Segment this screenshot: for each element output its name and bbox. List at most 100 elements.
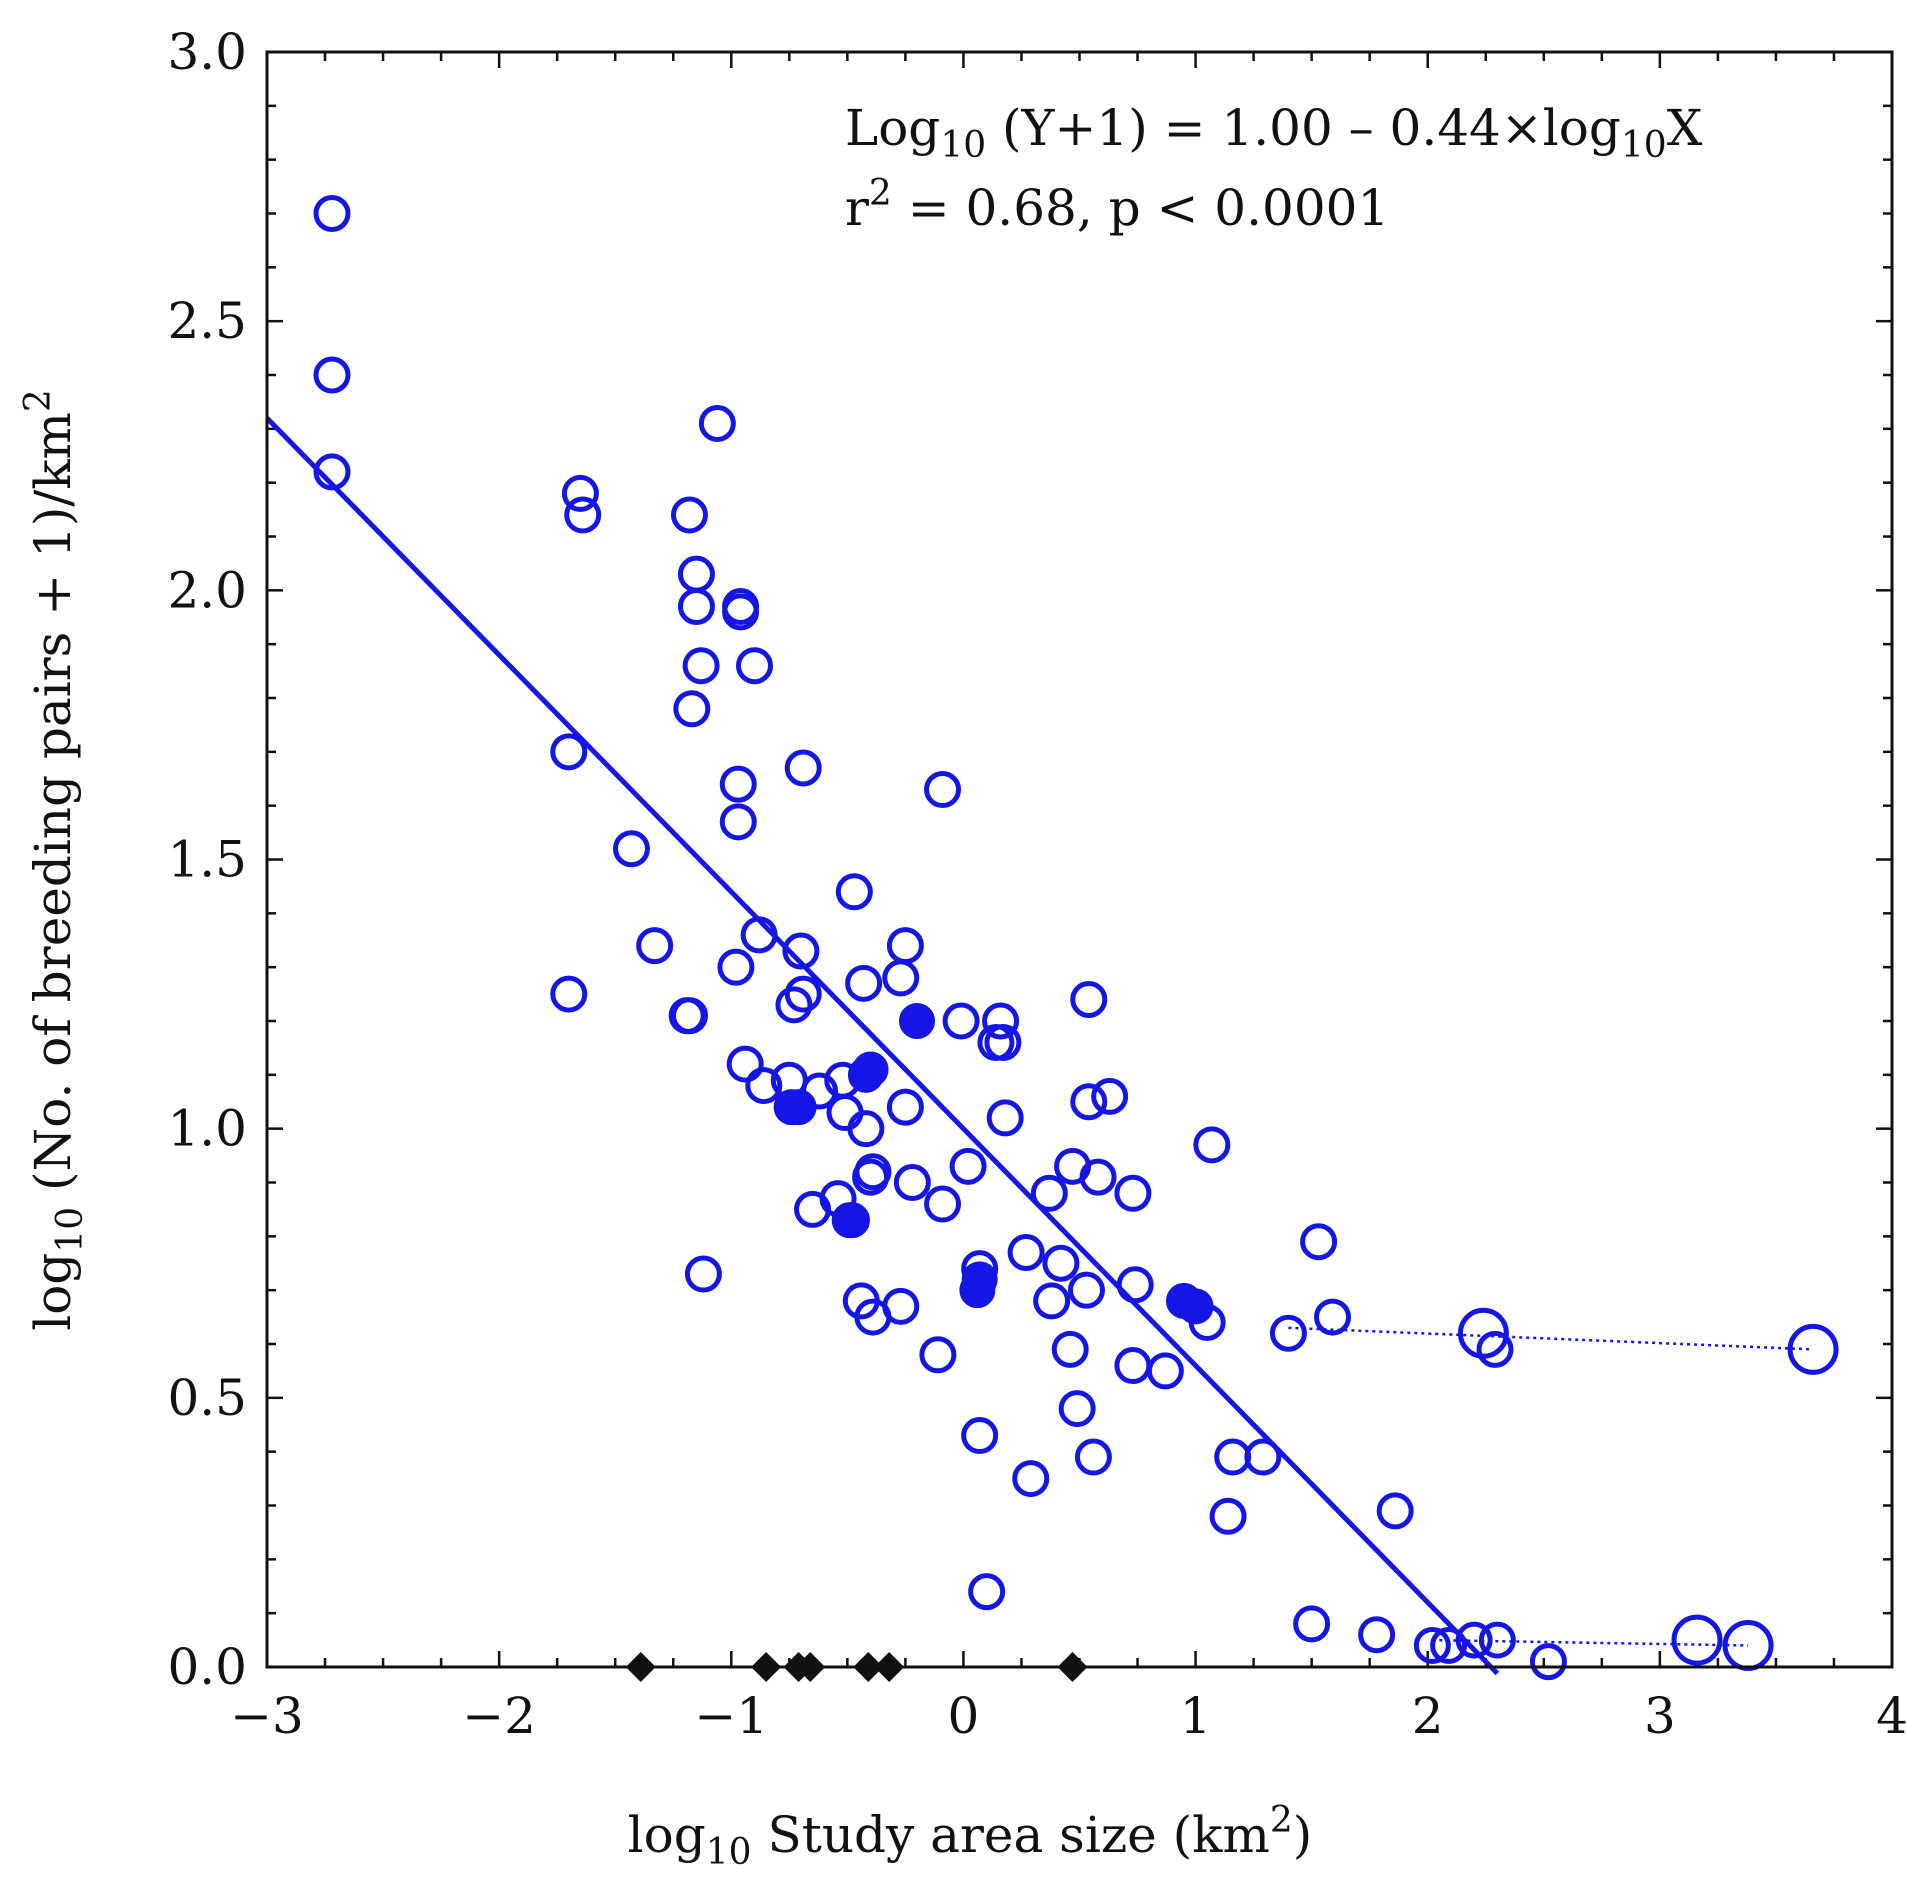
open-point [847,1110,885,1148]
open-point [1114,1174,1152,1212]
x-tick-label: 4 [1876,1687,1906,1745]
x-tick-label: 2 [1412,1687,1444,1745]
open-point [1244,1438,1282,1476]
open-point [1478,1621,1516,1659]
open-point [886,927,924,965]
open-point [564,496,602,534]
open-point [835,873,873,911]
open-point [698,404,736,442]
filled-points [773,1003,1214,1325]
filled-point [899,1003,935,1039]
open-point [673,690,711,728]
open-point [1051,1330,1089,1368]
open-point [1476,1330,1514,1368]
large-points [1457,1307,1839,1671]
open-point [745,1067,783,1105]
open-point [845,964,883,1002]
open-point [550,975,588,1013]
open-point [775,986,813,1024]
filled-point [852,1051,889,1088]
open-point [1042,1244,1080,1282]
open-point [740,916,778,954]
open-point [612,830,650,868]
y-axis-title: log10 (No. of breeding pairs + 1)/km2 [18,389,91,1331]
open-point [893,1164,931,1201]
open-point [684,1255,722,1293]
open-point [882,1287,920,1325]
open-point [561,474,599,512]
open-point [852,1158,890,1196]
filled-point [959,1272,996,1309]
open-point [1314,1298,1352,1336]
open-point [1079,1158,1117,1196]
open-point [1293,1605,1331,1643]
open-point [719,803,757,841]
open-point [636,927,674,965]
y-tick-label: 0.5 [167,1369,247,1427]
open-point [677,555,715,593]
open-point [722,593,760,631]
open-point [882,959,920,997]
open-point [671,496,708,534]
y-tick-label: 3.0 [167,23,247,81]
open-point [924,771,962,809]
y-tick-label: 2.0 [167,561,247,619]
open-point [986,1099,1024,1137]
open-point [1070,980,1108,1018]
x-axis-title: log10 Study area size (km2) [628,1800,1313,1873]
open-point [826,1094,864,1132]
y-tick-label: 1.0 [167,1100,247,1158]
open-point [1455,1621,1493,1659]
open-point [671,997,708,1035]
filled-point [834,1202,870,1239]
open-point [1376,1492,1414,1530]
open-point [1269,1314,1307,1352]
open-point [782,932,820,970]
open-point [1033,1282,1071,1320]
open-point [313,453,351,491]
open-point [313,356,351,394]
open-point [942,1002,980,1040]
open-point [949,1147,987,1185]
equation-text: Log10 (Y+1) = 1.00 – 0.44×log10X [845,99,1703,166]
open-point [984,1024,1022,1062]
x-tick-label: 1 [1180,1687,1212,1745]
open-point [726,1045,764,1083]
y-tick-label: 2.5 [167,292,247,350]
tick-labels: −3 −2 −1 0 1 2 3 4 0.0 0.5 1.0 1.5 2.0 2.5 3.0 [167,23,1906,1745]
open-point [1413,1626,1451,1664]
open-point [1007,1233,1045,1271]
open-point [736,647,773,685]
open-point [1012,1460,1050,1498]
open-point [1358,1616,1396,1654]
dotted-connector [1288,1326,1814,1351]
open-point [784,749,822,787]
open-point [1074,1438,1112,1476]
open-point [1209,1497,1247,1535]
plot-area [265,195,1839,1682]
filled-point [780,1089,817,1126]
dotted-lines [1288,1326,1814,1647]
open-point [313,195,351,232]
open-point [677,587,715,625]
r-squared-text: r2 = 0.68, p < 0.0001 [845,173,1389,237]
x-tick-label: −3 [230,1687,304,1745]
open-point [961,1417,999,1455]
open-point [1430,1626,1468,1664]
open-point [1529,1643,1567,1681]
open-point [784,975,822,1013]
x-tick-label: −1 [694,1687,768,1745]
open-point [1058,1390,1096,1428]
open-point [719,765,757,803]
regression-line [265,416,1500,1676]
open-point [924,1185,962,1223]
large-point [1671,1614,1723,1666]
filled-point [1177,1288,1214,1325]
large-point [1787,1323,1839,1375]
plot-frame [265,50,1894,1669]
open-point [1300,1223,1338,1261]
open-point [717,948,755,986]
open-point [886,1088,924,1126]
large-point [1457,1307,1509,1359]
